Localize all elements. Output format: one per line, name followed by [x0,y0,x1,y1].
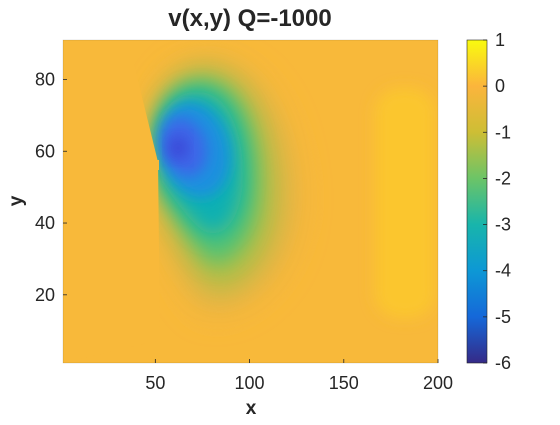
colorbar-tick-label: -2 [495,168,511,188]
plot-area [62,39,439,364]
x-axis-label: x [246,398,257,419]
colorbar-ticks: 1 0 -1 -2 -3 -4 -5 -6 [483,30,511,373]
plot-frame [62,39,439,364]
x-tick-label: 50 [145,373,165,393]
y-tick-label: 60 [35,141,55,161]
x-axis-ticks: 50 100 150 200 [145,359,453,393]
y-axis-ticks: 20 40 60 80 [35,69,67,305]
x-tick-label: 200 [423,373,453,393]
colorbar-tick-label: 0 [495,76,505,96]
heatmap-minimum-core [168,136,188,160]
colorbar: 1 0 -1 -2 -3 -4 -5 -6 [466,30,511,373]
heatmap-step-notch [151,160,159,170]
chart-title: v(x,y) Q=-1000 [168,5,331,32]
heatmap-sharp-left-edge [63,40,160,363]
colorbar-tick-label: -4 [495,261,511,281]
x-tick-label: 150 [329,373,359,393]
colorbar-tick-label: -5 [495,307,511,327]
y-tick-label: 20 [35,285,55,305]
heatmap-right-band [375,88,435,318]
x-tick-label: 100 [235,373,265,393]
y-axis-label: y [6,195,27,206]
y-tick-label: 40 [35,213,55,233]
heatmap-field [63,40,435,363]
colorbar-tick-label: -1 [495,122,511,142]
colorbar-tick-label: -6 [495,353,511,373]
colorbar-tick-label: 1 [495,30,505,50]
colorbar-gradient [466,39,488,364]
colorbar-tick-label: -3 [495,215,511,235]
y-tick-label: 80 [35,69,55,89]
